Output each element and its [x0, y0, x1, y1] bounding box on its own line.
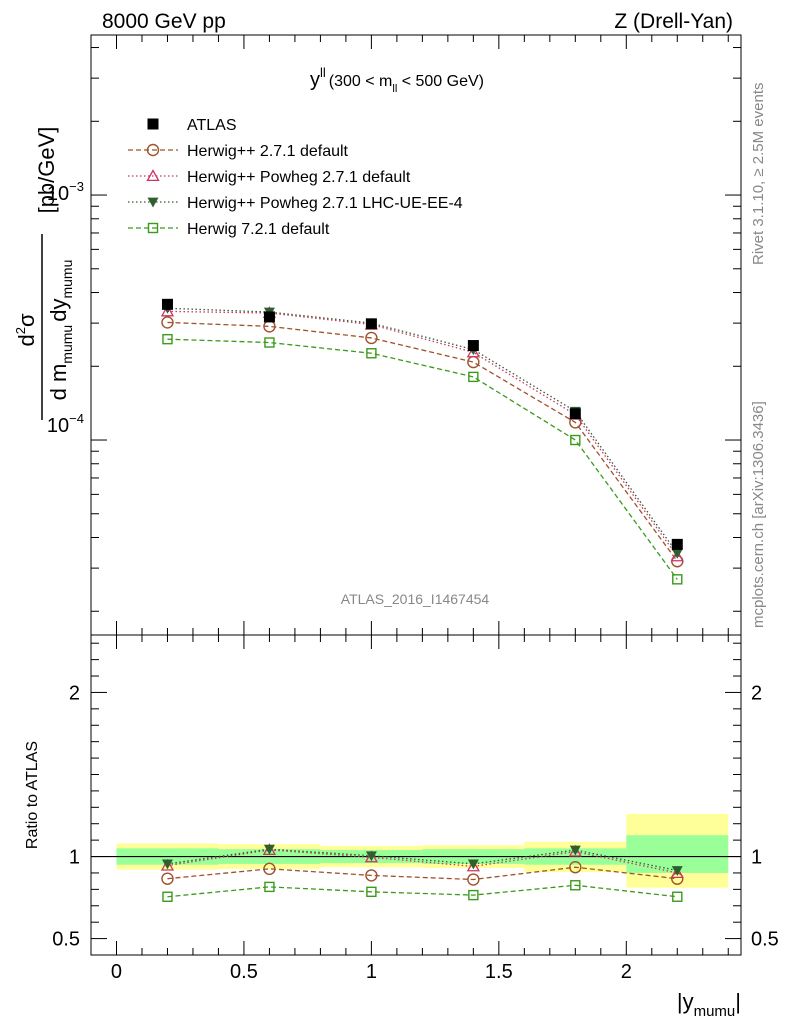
legend-label-herwig_default: Herwig++ 2.7.1 default	[187, 143, 349, 160]
x-tick-label: 2	[621, 961, 632, 983]
series-line-powheg_lhc	[167, 307, 678, 554]
legend-marker-atlas	[147, 118, 159, 130]
ratio-point-powheg_lhc	[365, 851, 377, 862]
legend-marker-powheg_lhc	[147, 197, 159, 208]
ratio-point-herwig_default	[467, 873, 480, 886]
data-point-powheg_default	[160, 304, 175, 317]
rivet-version-text: Rivet 3.1.10, ≥ 2.5M events	[750, 83, 767, 266]
data-point-herwig_default	[467, 355, 480, 369]
main-y-axis-label: d2σ d mmumudymumu [pb/GeV]	[13, 127, 75, 420]
ratio-point-powheg_lhc	[161, 859, 173, 870]
ratio-point-powheg_lhc	[467, 859, 479, 870]
mcplots-reference-text: mcplots.cern.ch [arXiv:1306.3436]	[750, 401, 767, 628]
legend-marker-powheg_default	[146, 169, 160, 182]
legend-label-powheg_default: Herwig++ Powheg 2.7.1 default	[187, 169, 411, 186]
y-label-numerator: d2σ	[13, 313, 39, 346]
ratio-point-herwig721	[366, 886, 377, 898]
series-line-herwig721	[167, 338, 678, 580]
ratio-plot-frame	[90, 634, 742, 956]
ratio-y-tick-label-right: 2	[751, 682, 762, 704]
data-point-atlas	[365, 318, 377, 330]
ratio-point-powheg_default	[160, 858, 175, 871]
ratio-plot-marks	[160, 843, 684, 902]
data-point-herwig721	[162, 333, 173, 345]
data-point-powheg_default	[670, 549, 684, 562]
ratio-line-herwig_default	[167, 866, 678, 881]
x-tick-label: 0.5	[230, 961, 258, 983]
ratio-point-herwig_default	[161, 872, 174, 885]
x-tick-label: 1	[366, 961, 377, 983]
ratio-point-herwig721	[468, 889, 479, 901]
data-point-herwig721	[672, 574, 683, 585]
data-point-herwig721	[366, 348, 377, 359]
data-point-herwig_default	[161, 316, 174, 329]
main-plot-marks	[160, 298, 684, 585]
ratio-point-herwig721	[264, 881, 275, 893]
data-point-herwig_default	[365, 331, 378, 345]
ratio-y-tick-label-right: 0.5	[751, 929, 779, 951]
ratio-y-axis-label: Ratio to ATLAS	[24, 741, 41, 849]
ratio-axis-ticks	[90, 635, 741, 956]
legend: ATLAS Herwig++ 2.7.1 default Herwig++ Powh…	[128, 117, 463, 238]
ratio-point-herwig721	[162, 891, 173, 902]
legend-marker-herwig_default	[146, 143, 160, 157]
main-axis-ticks	[90, 35, 741, 635]
ratio-point-herwig_default	[365, 869, 378, 882]
x-axis-label: |ymumu|	[677, 989, 741, 1020]
x-tick-label: 1.5	[485, 961, 513, 983]
ratio-line-powheg_lhc	[167, 848, 678, 872]
ratio-y-tick-label-left: 0.5	[52, 929, 80, 951]
ratio-line-herwig721	[167, 884, 678, 898]
ratio-point-herwig_default	[569, 861, 582, 874]
ratio-point-powheg_lhc	[263, 844, 275, 855]
data-point-powheg_lhc	[671, 548, 683, 559]
y-tick-label-1e-4: 10−4	[47, 411, 84, 437]
series-line-powheg_default	[167, 310, 678, 557]
ratio-point-herwig721	[570, 880, 581, 891]
ratio-point-powheg_default	[670, 866, 684, 878]
header-left: 8000 GeV pp	[102, 10, 226, 33]
ratio-y-tick-label-left: 1	[69, 847, 80, 869]
data-point-herwig721	[570, 434, 581, 446]
y-tick-label-1e-3: 10−3	[47, 179, 84, 205]
legend-marker-herwig721	[147, 222, 159, 234]
header-right: Z (Drell-Yan)	[614, 10, 733, 33]
ratio-point-herwig721	[672, 891, 683, 902]
legend-label-powheg_lhc: Herwig++ Powheg 2.7.1 LHC-UE-EE-4	[187, 195, 463, 212]
data-point-atlas	[671, 538, 683, 550]
ratio-line-powheg_default	[167, 849, 678, 874]
data-point-atlas	[467, 340, 479, 352]
data-point-herwig721	[264, 337, 275, 348]
y-label-unit: [pb/GeV]	[34, 127, 59, 214]
ratio-point-powheg_default	[364, 850, 378, 863]
ratio-point-powheg_lhc	[671, 866, 683, 876]
main-title: yll(300 < mll < 500 GeV)	[310, 65, 484, 95]
ratio-y-tick-label-left: 2	[69, 682, 80, 704]
ratio-point-powheg_default	[466, 859, 480, 872]
analysis-watermark: ATLAS_2016_I1467454	[341, 591, 490, 607]
data-point-atlas	[161, 298, 173, 310]
data-point-herwig721	[468, 371, 479, 383]
legend-label-herwig721: Herwig 7.2.1 default	[187, 221, 330, 238]
ratio-point-herwig_default	[263, 862, 276, 876]
ratio-y-tick-label-right: 1	[751, 847, 762, 869]
x-tick-label: 0	[111, 961, 122, 983]
legend-label-atlas: ATLAS	[187, 117, 237, 134]
series-line-herwig_default	[167, 321, 678, 562]
y-label-denominator: d mmumudymumu	[46, 260, 75, 401]
ratio-tick-labels: 0 0.5 1 1.5 2 0.5 0.5 1 1 2 2	[52, 682, 779, 983]
ratio-point-powheg_lhc	[569, 845, 581, 856]
data-point-atlas	[569, 408, 581, 420]
data-point-atlas	[263, 311, 275, 323]
